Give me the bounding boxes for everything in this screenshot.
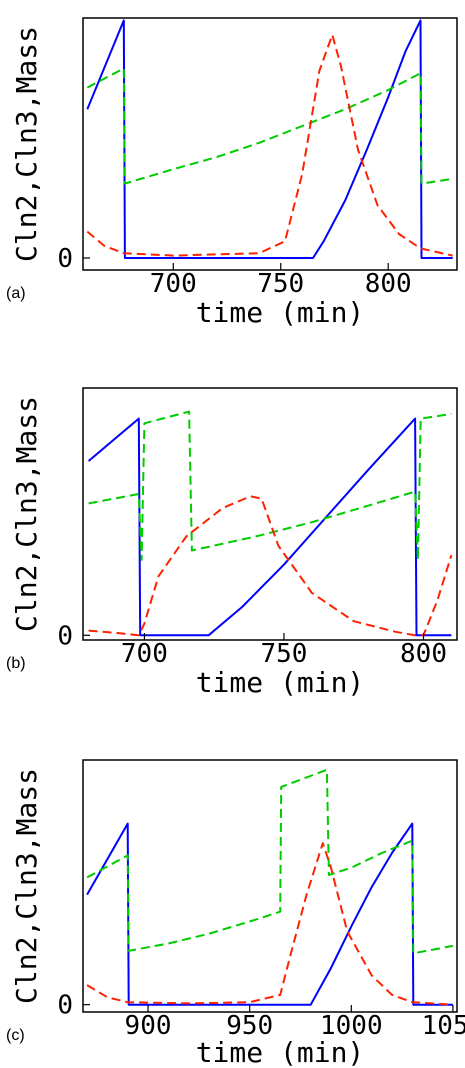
- plot-frame: [82, 387, 458, 641]
- y-axis-label: Cln2,Cln3,Mass: [10, 396, 43, 632]
- series-line-2: [86, 67, 453, 185]
- x-tick-label: 750: [260, 639, 307, 669]
- y-tick-label: 0: [57, 621, 73, 651]
- series-line-2: [88, 410, 452, 561]
- panel-label: (b): [6, 655, 26, 672]
- panel-label: (a): [6, 285, 26, 302]
- x-tick-label: 900: [125, 1011, 172, 1041]
- y-tick-label: 0: [57, 244, 73, 274]
- plot-frame: [82, 17, 458, 271]
- x-tick-label: 800: [365, 269, 412, 299]
- chart-panel-b: 700 750 800 0 time (min) Cln2,Cln3,Mass (b): [6, 387, 458, 699]
- x-tick-label: 950: [226, 1011, 273, 1041]
- x-axis-label: time (min): [196, 296, 365, 329]
- x-axis-label: time (min): [196, 666, 365, 699]
- series-line-2: [86, 768, 454, 955]
- chart-panel-a: 700 750 800 0 time (min) Cln2,Cln3,Mass (a): [6, 17, 458, 329]
- panel-label: (c): [6, 1027, 25, 1044]
- series-line-3: [86, 33, 453, 257]
- series-line-1: [87, 417, 452, 637]
- x-tick-label: 700: [150, 269, 197, 299]
- x-tick-label: 1000: [320, 1011, 383, 1041]
- x-axis-label: time (min): [196, 1036, 365, 1068]
- y-axis-label: Cln2,Cln3,Mass: [10, 768, 43, 1004]
- series-line-3: [86, 842, 453, 1006]
- y-axis-label: Cln2,Cln3,Mass: [10, 26, 43, 262]
- x-tick-label: 800: [400, 639, 447, 669]
- x-tick-label: 750: [257, 269, 304, 299]
- plot-frame: [82, 759, 458, 1013]
- series-line-3: [88, 495, 453, 637]
- y-tick-label: 0: [57, 991, 73, 1021]
- series-line-1: [86, 19, 453, 259]
- x-tick-label: 700: [121, 639, 168, 669]
